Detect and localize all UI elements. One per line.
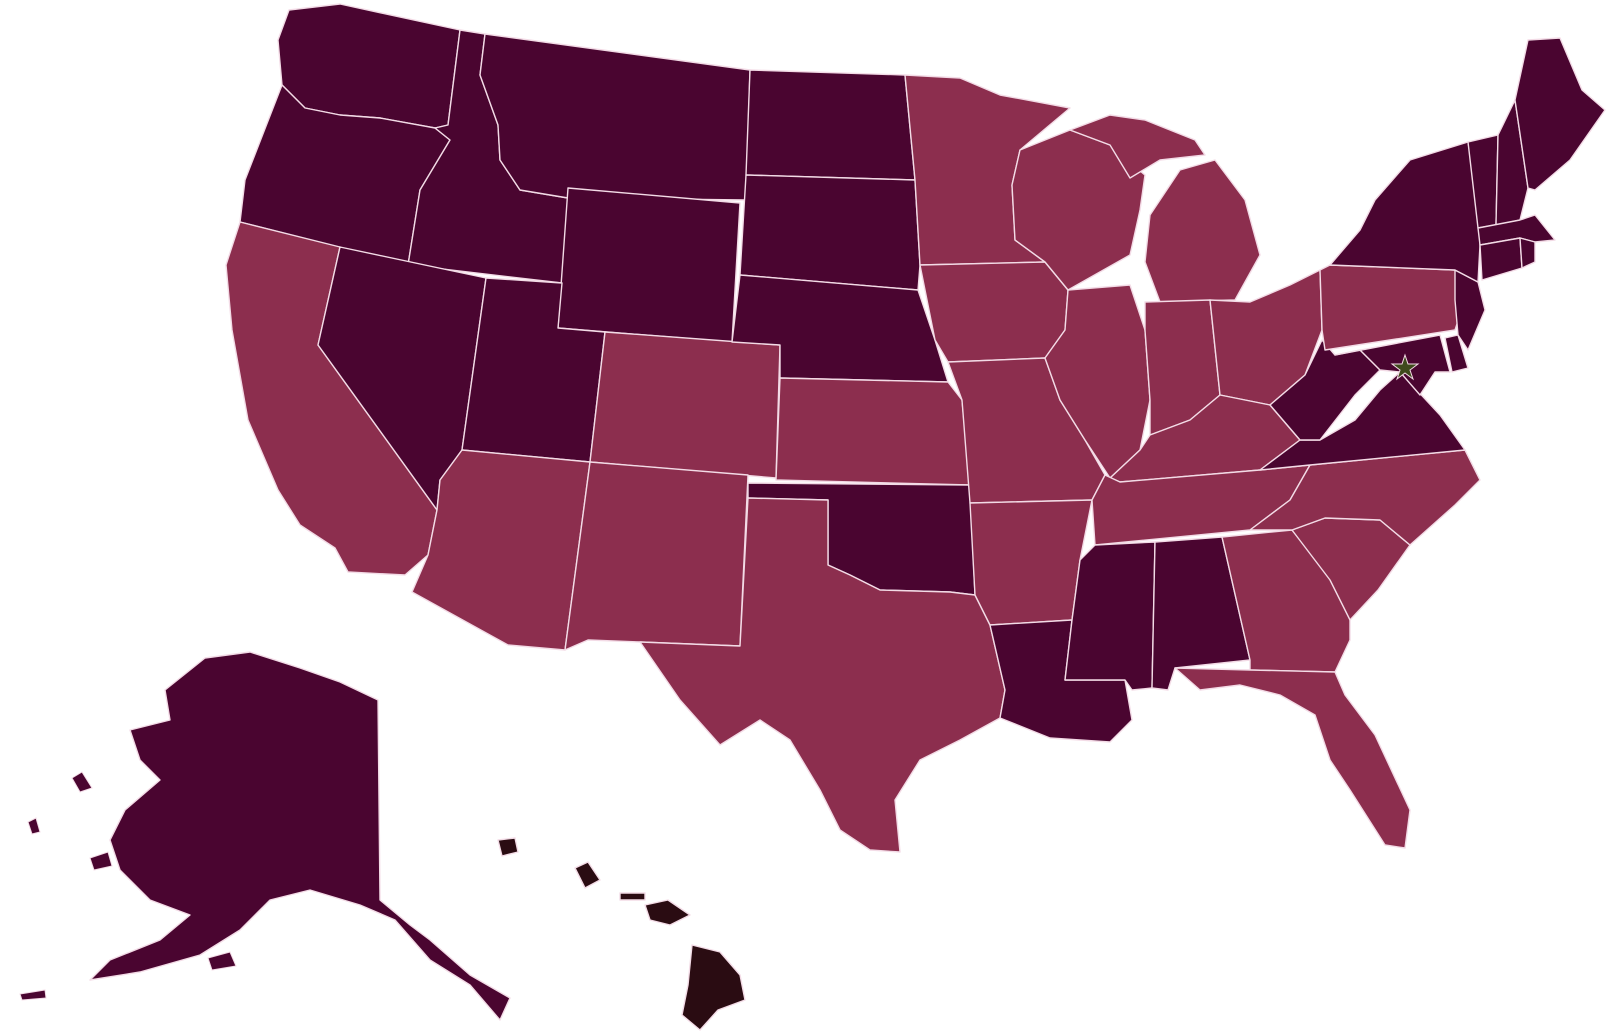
state-hi-molokai[interactable] — [619, 892, 646, 901]
state-pa[interactable] — [1319, 264, 1466, 351]
state-ak-island — [71, 771, 93, 793]
state-mi-upper[interactable] — [1069, 114, 1206, 179]
state-ia[interactable] — [919, 261, 1069, 363]
state-ak[interactable] — [89, 651, 511, 1021]
state-nj[interactable] — [1454, 269, 1486, 351]
state-ak-island — [207, 951, 237, 971]
state-fl[interactable] — [1174, 667, 1411, 849]
state-hi-maui[interactable] — [644, 899, 691, 926]
state-hi-big-island[interactable] — [681, 944, 746, 1031]
state-hi-kauai[interactable] — [497, 837, 519, 857]
state-wy[interactable] — [557, 187, 741, 343]
state-mt[interactable] — [479, 33, 751, 201]
state-de[interactable] — [1444, 334, 1469, 373]
state-hi-oahu[interactable] — [574, 861, 601, 889]
state-nh[interactable] — [1495, 99, 1529, 226]
state-ny[interactable] — [1329, 141, 1481, 283]
state-co[interactable] — [589, 331, 781, 479]
state-nd[interactable] — [745, 69, 916, 181]
state-ak-island — [89, 851, 113, 871]
state-nm[interactable] — [564, 461, 749, 651]
state-ks[interactable] — [775, 377, 971, 486]
state-nc[interactable] — [1249, 449, 1481, 546]
state-ri[interactable] — [1519, 237, 1536, 269]
state-ak-island — [27, 817, 41, 835]
state-tx[interactable] — [639, 497, 1006, 853]
star-icon[interactable] — [1390, 353, 1420, 381]
state-sd[interactable] — [739, 174, 921, 291]
state-mi[interactable] — [1144, 159, 1261, 303]
state-me[interactable] — [1514, 37, 1606, 191]
state-ak-island — [19, 989, 47, 1001]
state-ct[interactable] — [1479, 237, 1523, 281]
